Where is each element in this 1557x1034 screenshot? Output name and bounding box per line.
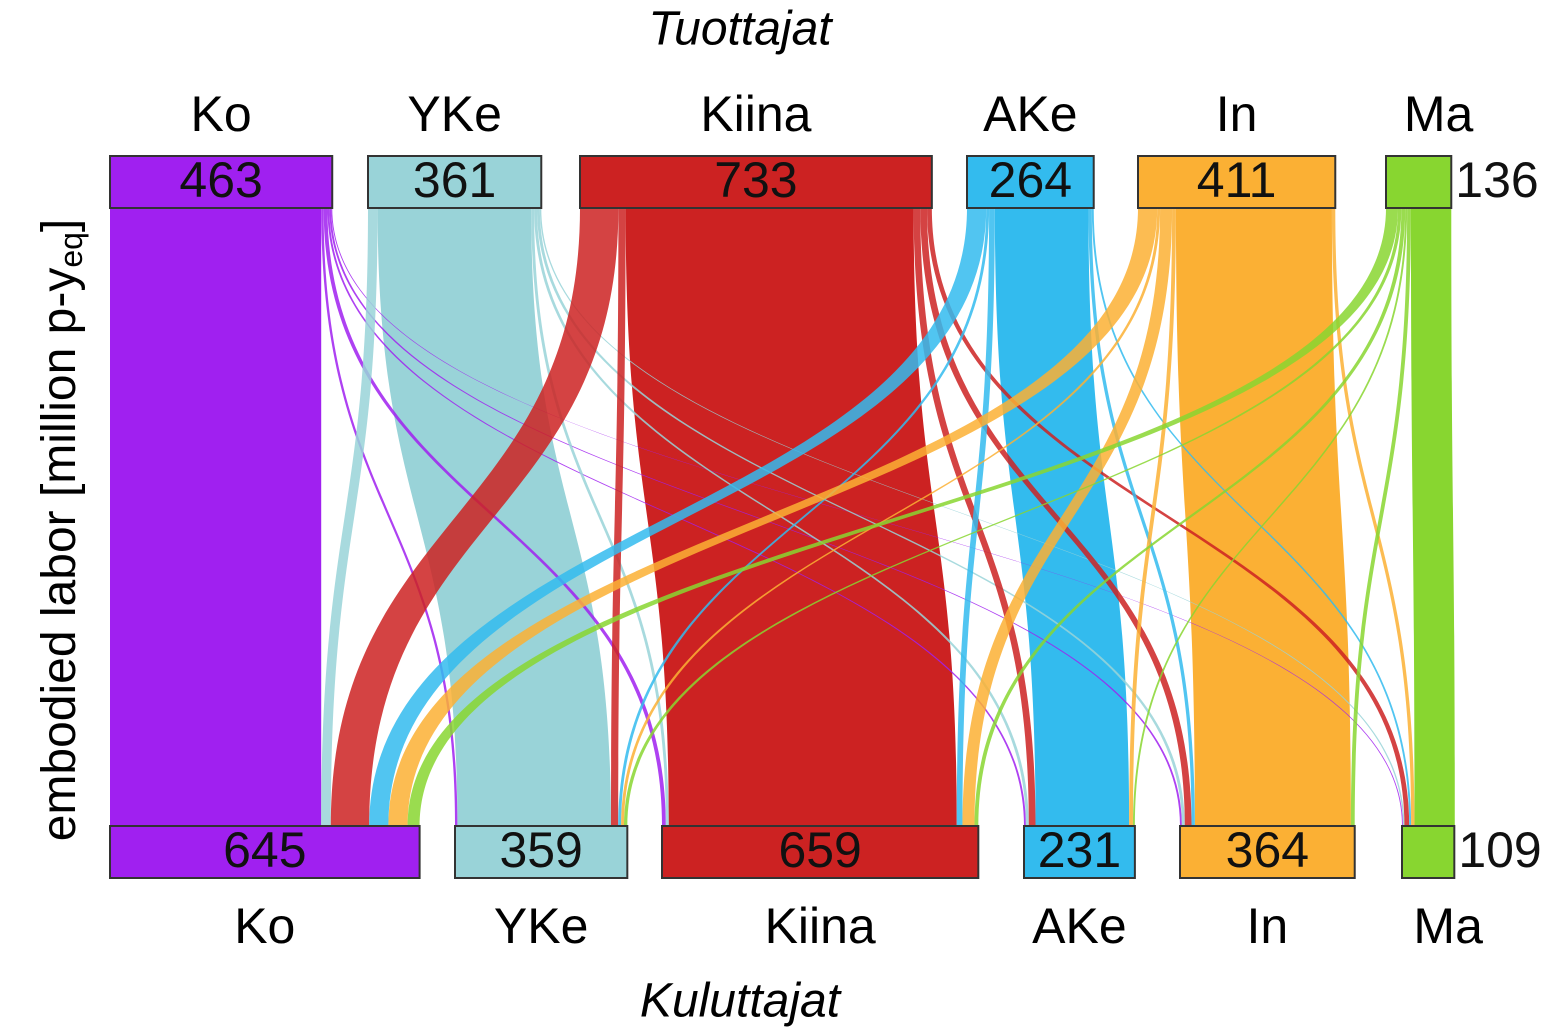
node-value: 109 [1458, 822, 1541, 878]
node-value: 463 [179, 152, 262, 208]
flow [618, 208, 990, 826]
flow [330, 208, 619, 826]
node-value: 364 [1226, 822, 1309, 878]
y-label-text: embodied labor [million p-y [33, 268, 86, 842]
node-value: 659 [778, 822, 861, 878]
flow [920, 208, 1192, 826]
consumer-box [1179, 825, 1356, 879]
y-label-sub: eq [53, 232, 89, 268]
node-name: Ma [1413, 898, 1483, 954]
flow [623, 208, 1402, 826]
flow [1129, 208, 1176, 826]
bottom-label: Kuluttajat [640, 975, 842, 1028]
node-name: YKe [494, 898, 589, 954]
nodes: 463 Ko 361 YKe 733 Kiina 264 AKe 411 In 136 Ma 645 Ko… [109, 86, 1542, 954]
flow [956, 208, 995, 826]
flow [321, 208, 458, 826]
node-name: Kiina [700, 86, 811, 142]
flow [611, 208, 626, 826]
consumer-box [1023, 825, 1136, 879]
flow [1410, 208, 1455, 826]
node-name: AKe [1032, 898, 1127, 954]
flow [369, 208, 987, 826]
producer-box [1385, 155, 1453, 209]
node-value: 733 [714, 152, 797, 208]
node-name: YKe [407, 86, 502, 142]
producer-box [109, 155, 334, 209]
node-name: In [1216, 86, 1258, 142]
flow [329, 208, 1182, 826]
node-name: AKe [983, 86, 1078, 142]
flow [1132, 208, 1408, 826]
node-value: 645 [223, 822, 306, 878]
flow [974, 208, 1406, 826]
flow [1350, 208, 1411, 826]
flow [388, 208, 1158, 826]
flow [407, 208, 1399, 826]
node-name: Ko [234, 898, 295, 954]
node-value: 361 [413, 152, 496, 208]
node-value: 411 [1197, 152, 1277, 208]
flow [536, 208, 1185, 826]
node-value: 136 [1455, 152, 1538, 208]
flow [962, 208, 1173, 826]
flow [1331, 208, 1415, 826]
producer-box [579, 155, 933, 209]
flow [331, 208, 1403, 826]
node-name: In [1247, 898, 1289, 954]
flow [323, 208, 666, 826]
flow [621, 208, 1161, 826]
consumer-box [1401, 825, 1456, 879]
flows [110, 208, 1455, 826]
flow [321, 208, 378, 826]
node-value: 264 [989, 152, 1072, 208]
flow [531, 208, 669, 826]
producer-box [966, 155, 1095, 209]
producer-box [1137, 155, 1337, 209]
node-value: 231 [1038, 822, 1121, 878]
y-label-end: ] [33, 219, 86, 232]
node-name: Ma [1404, 86, 1474, 142]
node-value: 359 [499, 822, 582, 878]
flow [1088, 208, 1195, 826]
consumer-box [109, 825, 421, 879]
consumer-box [661, 825, 980, 879]
flow [110, 208, 322, 826]
top-label: Tuottajat [648, 3, 833, 56]
flow [1175, 208, 1351, 826]
flow [1091, 208, 1412, 826]
consumer-box [454, 825, 629, 879]
flow [927, 208, 1410, 826]
node-name: Kiina [765, 898, 876, 954]
producer-box [367, 155, 543, 209]
y-axis-label: embodied labor [million p-yeq] [33, 219, 90, 842]
node-name: Ko [191, 86, 252, 142]
